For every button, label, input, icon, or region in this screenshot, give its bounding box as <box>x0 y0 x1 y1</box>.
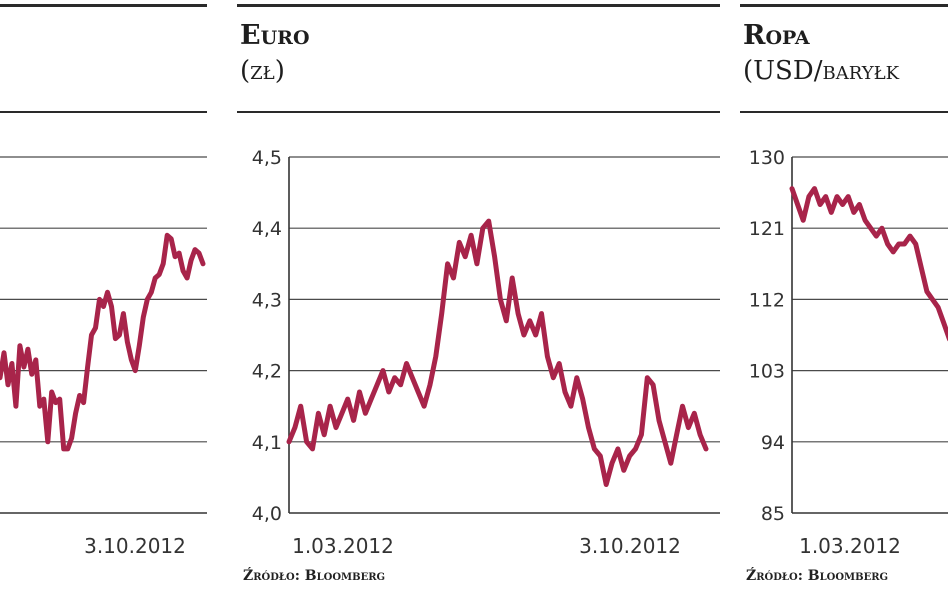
chart-unit: (USD/baryłk <box>743 56 900 86</box>
line-chart-1: 3.10.2012 <box>0 156 207 558</box>
panel-top-rule <box>740 4 948 7</box>
y-tick-label: 103 <box>749 361 785 383</box>
panel-header-rule <box>0 111 207 113</box>
chart-unit: (zł) <box>240 56 285 86</box>
source-note: Źródło: Bloomberg <box>746 568 889 584</box>
line-chart-ropa: 85 94 103 112 121 130 1.03.2012 <box>749 147 948 558</box>
panel-header-rule <box>740 111 948 113</box>
y-tick-label: 4,1 <box>252 432 282 454</box>
chart-panel-euro: Euro (zł) 4,0 4,1 4,2 4,3 4,4 4,5 1.03.2012 3.1… <box>237 0 720 593</box>
panel-top-rule <box>237 4 720 7</box>
panel-header-rule <box>237 111 720 113</box>
x-tick-label: 3.10.2012 <box>84 534 186 558</box>
x-tick-label: 3.10.2012 <box>579 534 681 558</box>
chart-title: Euro <box>240 20 310 51</box>
y-tick-label: 112 <box>749 289 785 311</box>
chart-panel-ropa: Ropa (USD/baryłk 85 94 103 112 121 130 1.03.20… <box>740 0 948 593</box>
y-tick-label: 4,3 <box>252 289 282 311</box>
y-tick-label: 94 <box>761 432 785 454</box>
x-tick-label: 1.03.2012 <box>292 534 394 558</box>
series-line <box>0 232 206 452</box>
y-tick-label: 130 <box>749 147 785 169</box>
series-line <box>286 218 709 487</box>
source-note: Źródło: Bloomberg <box>243 568 386 584</box>
y-tick-label: 4,0 <box>252 503 282 525</box>
y-tick-label: 4,2 <box>252 361 282 383</box>
panel-top-rule <box>0 4 207 7</box>
series-line <box>789 186 948 342</box>
y-tick-label: 4,5 <box>252 147 282 169</box>
chart-panel-1: 3.10.2012 <box>0 0 210 593</box>
y-tick-label: 85 <box>761 503 785 525</box>
y-tick-label: 4,4 <box>252 218 282 240</box>
x-tick-label: 1.03.2012 <box>799 534 901 558</box>
line-chart-euro: 4,0 4,1 4,2 4,3 4,4 4,5 1.03.2012 3.10.2012 <box>252 147 720 558</box>
y-tick-label: 121 <box>749 218 785 240</box>
chart-title: Ropa <box>743 20 810 51</box>
